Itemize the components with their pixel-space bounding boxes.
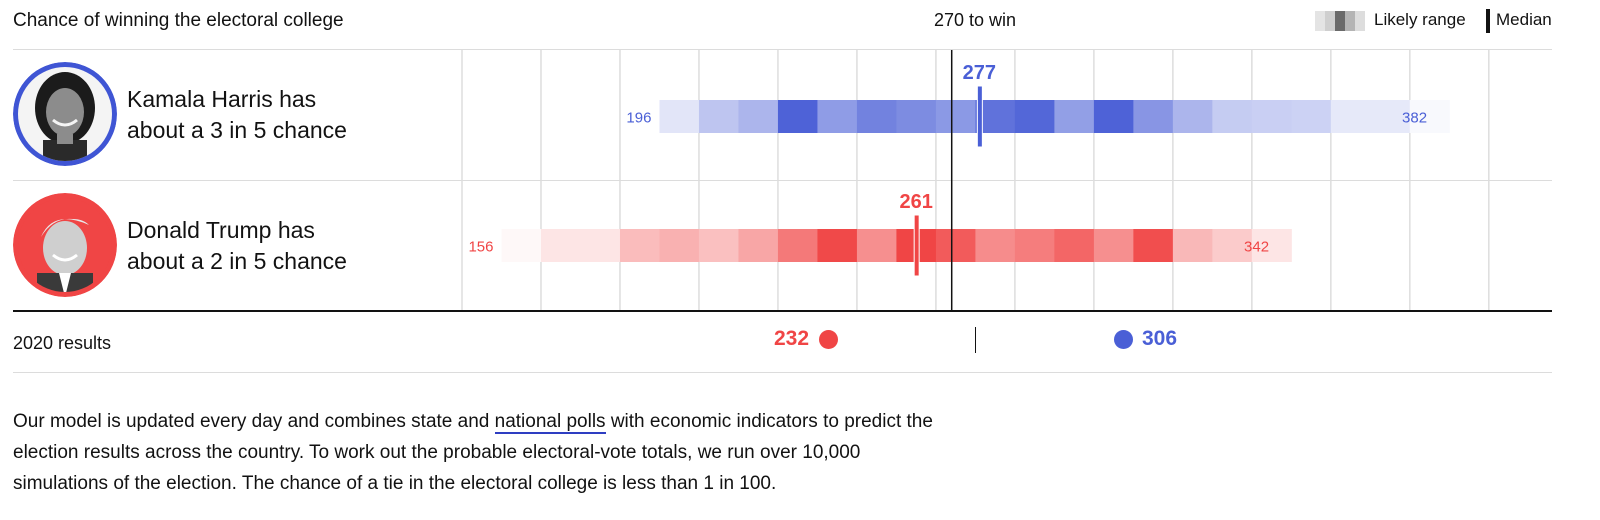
divider [13,180,1552,181]
density-bin [1014,229,1055,262]
median-marker [976,85,983,148]
density-bin [1330,100,1371,133]
density-bin [856,100,897,133]
legend-median-swatch [1486,9,1490,33]
candidate-trump-line2: about a 2 in 5 chance [127,248,347,274]
density-bin [896,100,937,133]
density-bin [1291,100,1332,133]
density-bin [1133,229,1174,262]
national-polls-link[interactable]: national polls [494,411,606,434]
density-bin [698,100,739,133]
density-bin [580,229,621,262]
density-bin [619,229,660,262]
range-high-label: 342 [1244,239,1269,256]
density-bin [856,229,897,262]
candidate-trump-summary: Donald Trump has about a 2 in 5 chance [127,215,427,277]
density-bin [1093,100,1134,133]
legend-median-label: Median [1496,10,1552,29]
candidate-harris-summary: Kamala Harris has about a 3 in 5 chance [127,84,427,146]
density-bin [817,100,858,133]
density-bin [1133,100,1174,133]
density-bin [1212,229,1253,262]
density-bin [1054,229,1095,262]
portrait-trump-icon [13,193,117,297]
density-bin [540,229,581,262]
methodology-note: Our model is updated every day and combi… [13,406,953,499]
density-bin [777,229,818,262]
density-bin [975,229,1016,262]
result-2020-trump-value: 232 [774,327,810,350]
methodology-text-start: Our model is updated every day and combi… [13,411,495,432]
density-bin [1370,100,1411,133]
range-high-label: 382 [1402,110,1427,127]
median-marker [913,214,920,277]
density-bin [935,229,976,262]
density-bin [935,100,976,133]
threshold-label: 270 to win [933,10,1017,30]
range-low-label: 156 [468,239,493,256]
result-2020-harris-value: 306 [1142,327,1178,350]
density-bin [1409,100,1450,133]
results-2020-label: 2020 results [13,333,112,353]
density-bin [659,100,700,133]
density-bin [1054,100,1095,133]
portrait-harris-icon [13,62,117,166]
result-2020-trump-dot [819,330,838,349]
median-label: 277 [963,62,996,84]
divider [13,49,1552,50]
density-bin [1172,229,1213,262]
result-2020-harris-dot [1114,330,1133,349]
candidate-harris-line2: about a 3 in 5 chance [127,117,347,143]
density-bin [659,229,700,262]
density-bin [501,229,542,262]
avatar-harris [13,62,117,166]
chart-title: Chance of winning the electoral college [13,10,344,31]
legend-likely-range-swatch [1315,11,1365,31]
methodology-text-end: with economic indicators to predict the … [13,411,933,494]
avatar-trump [13,193,117,297]
density-bin [817,229,858,262]
range-low-label: 196 [626,110,651,127]
density-bin [777,100,818,133]
density-bin [698,229,739,262]
density-bin [1251,100,1292,133]
results-threshold-tick [975,327,976,353]
median-label: 261 [899,191,932,213]
density-bin [738,229,779,262]
density-bin [1172,100,1213,133]
density-bin [1251,229,1292,262]
density-bin [1014,100,1055,133]
candidate-trump-line1: Donald Trump has [127,217,315,243]
axis-baseline [13,310,1552,312]
legend-likely-range-label: Likely range [1374,10,1466,29]
density-bin [1212,100,1253,133]
divider [13,372,1552,373]
density-bin [738,100,779,133]
density-bin [1093,229,1134,262]
candidate-harris-line1: Kamala Harris has [127,86,317,112]
